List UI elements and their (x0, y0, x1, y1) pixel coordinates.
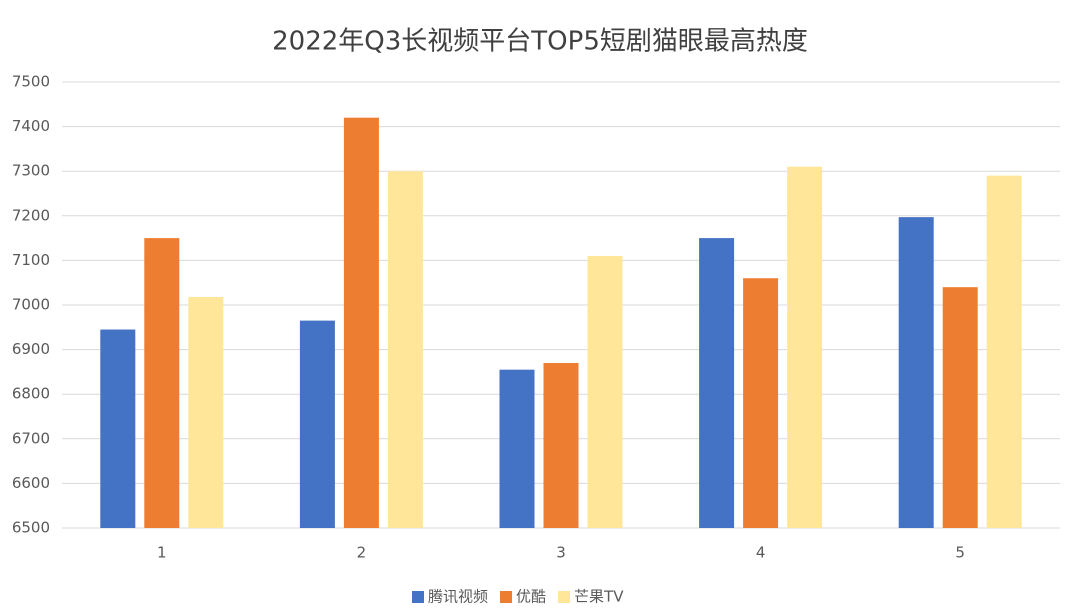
legend-label: 腾讯视频 (428, 588, 488, 606)
y-tick-label: 6500 (12, 519, 50, 537)
x-tick-label: 4 (756, 544, 766, 562)
y-tick-label: 7500 (12, 73, 50, 91)
legend-swatch (558, 591, 571, 603)
bar (898, 217, 934, 528)
legend-swatch (500, 591, 513, 603)
y-tick-label: 6700 (12, 429, 50, 447)
bar (787, 166, 823, 529)
y-tick-label: 6600 (12, 474, 50, 492)
bar (387, 171, 423, 528)
y-tick-label: 7100 (12, 251, 50, 269)
bar (499, 369, 535, 528)
chart-title: 2022年Q3长视频平台TOP5短剧猫眼最高热度 (272, 27, 808, 57)
y-tick-label: 7300 (12, 162, 50, 180)
bar (100, 329, 136, 528)
legend-swatch (412, 591, 424, 603)
bar (144, 238, 180, 528)
y-tick-label: 6800 (12, 385, 50, 403)
x-tick-label: 3 (556, 544, 566, 562)
y-tick-label: 6900 (12, 340, 50, 358)
bar (543, 362, 579, 528)
legend-label: 优酷 (516, 588, 546, 606)
bar (942, 287, 978, 528)
x-tick-label: 2 (357, 544, 367, 562)
bar (986, 175, 1022, 528)
bar (699, 238, 735, 528)
y-tick-label: 7000 (12, 296, 50, 314)
x-tick-label: 5 (955, 544, 965, 562)
y-tick-label: 7200 (12, 206, 50, 224)
bar (343, 117, 379, 529)
y-tick-label: 7400 (12, 117, 50, 135)
bar (299, 320, 335, 528)
legend-label: 芒果TV (574, 588, 624, 606)
bar (188, 296, 224, 528)
x-tick-label: 1 (157, 544, 167, 562)
bar (587, 255, 623, 528)
bar (743, 278, 779, 528)
